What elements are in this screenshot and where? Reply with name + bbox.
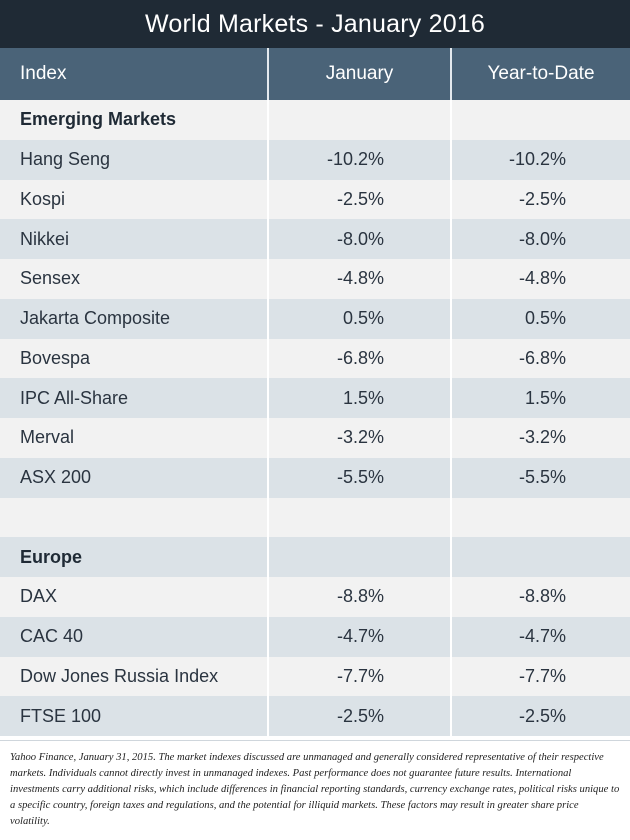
january-value: -7.7% <box>267 656 450 697</box>
ytd-value: -8.8% <box>450 577 630 617</box>
page-title: World Markets - January 2016 <box>0 0 630 48</box>
header-index: Index <box>20 63 67 84</box>
january-value: 1.5% <box>267 378 450 418</box>
index-name <box>0 498 267 538</box>
table-row: ASX 200 -5.5% -5.5% <box>0 457 630 498</box>
index-name: IPC All-Share <box>20 387 129 408</box>
section-header-row: Emerging Markets <box>0 100 630 140</box>
ytd-value <box>450 100 630 140</box>
table-row: Nikkei -8.0% -8.0% <box>0 219 630 259</box>
table-row: Kospi -2.5% -2.5% <box>0 179 630 220</box>
january-value <box>267 537 450 577</box>
ytd-value: -4.8% <box>450 259 630 299</box>
index-name: ASX 200 <box>20 467 92 488</box>
section-title: Europe <box>20 546 83 567</box>
table-row: Hang Seng -10.2% -10.2% <box>0 139 630 180</box>
ytd-value: -10.2% <box>450 139 630 180</box>
table-row: Bovespa -6.8% -6.8% <box>0 338 630 379</box>
index-name: Nikkei <box>20 228 70 249</box>
index-name: Merval <box>20 427 75 448</box>
table-row: Dow Jones Russia Index -7.7% -7.7% <box>0 656 630 697</box>
index-name: Kospi <box>20 188 66 209</box>
table-row: IPC All-Share 1.5% 1.5% <box>0 378 630 418</box>
table-row: FTSE 100 -2.5% -2.5% <box>0 696 630 736</box>
header-ytd: Year-to-Date <box>450 48 630 100</box>
index-name: Jakarta Composite <box>20 308 171 329</box>
index-name: DAX <box>20 586 58 607</box>
ytd-value <box>450 537 630 577</box>
table-header: Index January Year-to-Date <box>0 48 630 100</box>
january-value: -8.8% <box>267 577 450 617</box>
january-value <box>267 497 450 538</box>
index-name: FTSE 100 <box>20 705 102 726</box>
section-title: Emerging Markets <box>20 109 177 130</box>
table-row <box>0 497 630 538</box>
january-value: -4.8% <box>267 259 450 299</box>
ytd-value: -5.5% <box>450 457 630 498</box>
table-row: Jakarta Composite 0.5% 0.5% <box>0 298 630 339</box>
index-name: CAC 40 <box>20 626 84 647</box>
table-row: CAC 40 -4.7% -4.7% <box>0 616 630 657</box>
january-value: -8.0% <box>267 219 450 259</box>
january-value: -5.5% <box>267 457 450 498</box>
section-header-row: Europe <box>0 537 630 577</box>
table-body: Emerging Markets Hang Seng -10.2% -10.2% Kos… <box>0 100 630 736</box>
ytd-value: -3.2% <box>450 418 630 458</box>
ytd-value: -6.8% <box>450 338 630 379</box>
ytd-value <box>450 497 630 538</box>
ytd-value: -7.7% <box>450 656 630 697</box>
header-january: January <box>267 48 450 100</box>
disclaimer-footnote: Yahoo Finance, January 31, 2015. The mar… <box>0 740 630 840</box>
january-value: -4.7% <box>267 616 450 657</box>
january-value: 0.5% <box>267 298 450 339</box>
ytd-value: -2.5% <box>450 696 630 736</box>
ytd-value: 0.5% <box>450 298 630 339</box>
index-name: Hang Seng <box>20 149 111 170</box>
ytd-value: -2.5% <box>450 179 630 220</box>
table-row: Merval -3.2% -3.2% <box>0 418 630 458</box>
table-row: DAX -8.8% -8.8% <box>0 577 630 617</box>
index-name: Bovespa <box>20 347 91 368</box>
january-value: -2.5% <box>267 696 450 736</box>
january-value <box>267 100 450 140</box>
january-value: -2.5% <box>267 179 450 220</box>
ytd-value: 1.5% <box>450 378 630 418</box>
january-value: -6.8% <box>267 338 450 379</box>
january-value: -10.2% <box>267 139 450 180</box>
january-value: -3.2% <box>267 418 450 458</box>
index-name: Sensex <box>20 268 81 289</box>
ytd-value: -8.0% <box>450 219 630 259</box>
ytd-value: -4.7% <box>450 616 630 657</box>
table-row: Sensex -4.8% -4.8% <box>0 259 630 299</box>
index-name: Dow Jones Russia Index <box>20 665 219 686</box>
